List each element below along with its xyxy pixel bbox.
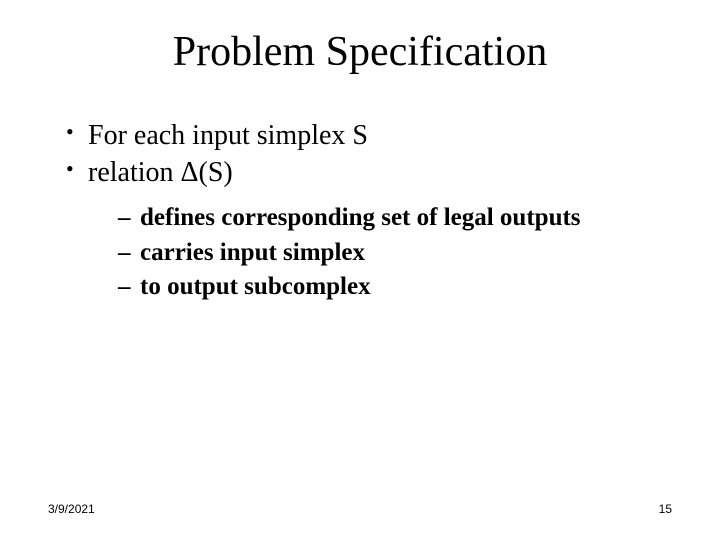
bullet-l2-item: defines corresponding set of legal outpu…: [118, 202, 672, 235]
bullet-l1-item: For each input simplex S: [66, 118, 672, 153]
slide-title: Problem Specification: [48, 28, 672, 76]
slide-container: Problem Specification For each input sim…: [0, 0, 720, 540]
bullet-l2-text: carries input simplex: [140, 239, 365, 266]
footer-page-number: 15: [659, 502, 672, 516]
footer-date: 3/9/2021: [48, 502, 95, 516]
bullet-l1-text: For each input simplex S: [88, 120, 368, 151]
bullet-l2-item: carries input simplex: [118, 237, 672, 270]
bullet-list-level1: For each input simplex S relation Δ(S): [48, 118, 672, 190]
bullet-l1-item: relation Δ(S): [66, 155, 672, 190]
bullet-l2-text: to output subcomplex: [140, 273, 371, 300]
bullet-l1-text: relation Δ(S): [88, 157, 233, 188]
bullet-l2-text: defines corresponding set of legal outpu…: [140, 204, 581, 231]
bullet-list-level2: defines corresponding set of legal outpu…: [48, 202, 672, 304]
bullet-l2-item: to output subcomplex: [118, 271, 672, 304]
